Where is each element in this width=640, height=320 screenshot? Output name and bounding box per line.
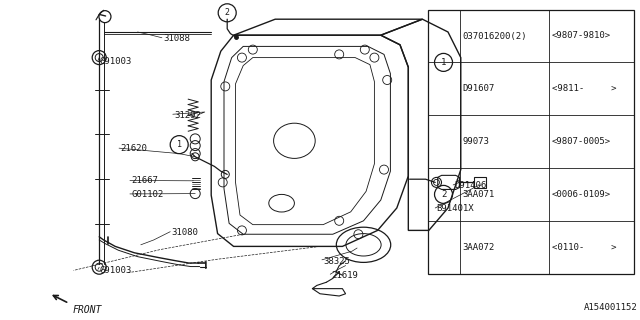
Bar: [428, 10, 634, 274]
Text: <9807-9810>: <9807-9810>: [552, 31, 611, 41]
Text: 21619: 21619: [332, 271, 358, 280]
Text: 2: 2: [225, 8, 230, 17]
Text: D91406: D91406: [454, 181, 486, 190]
Text: 21667: 21667: [131, 176, 158, 185]
Text: G91003: G91003: [99, 266, 131, 275]
Text: 3AA072: 3AA072: [463, 243, 495, 252]
Text: 31088: 31088: [163, 34, 190, 43]
Text: A154001152: A154001152: [584, 303, 638, 312]
Text: D91607: D91607: [463, 84, 495, 93]
Text: 31080: 31080: [172, 228, 198, 237]
Text: FRONT: FRONT: [72, 305, 102, 316]
Text: 3AA071: 3AA071: [463, 190, 495, 199]
Text: <0006-0109>: <0006-0109>: [552, 190, 611, 199]
Text: <0110-     >: <0110- >: [552, 243, 616, 252]
Text: <9811-     >: <9811- >: [552, 84, 616, 93]
Text: 21620: 21620: [120, 144, 147, 153]
Text: 1: 1: [177, 140, 182, 149]
Text: <9807-0005>: <9807-0005>: [552, 137, 611, 146]
Text: 1: 1: [441, 58, 446, 67]
Text: G01102: G01102: [131, 190, 163, 199]
Text: G91003: G91003: [99, 57, 131, 66]
Text: 31292: 31292: [174, 111, 201, 120]
Text: B91401X: B91401X: [436, 204, 474, 213]
Text: 99073: 99073: [463, 137, 490, 146]
Text: 2: 2: [441, 190, 446, 199]
Text: 037016200(2): 037016200(2): [463, 31, 527, 41]
Text: 38325: 38325: [323, 257, 350, 266]
